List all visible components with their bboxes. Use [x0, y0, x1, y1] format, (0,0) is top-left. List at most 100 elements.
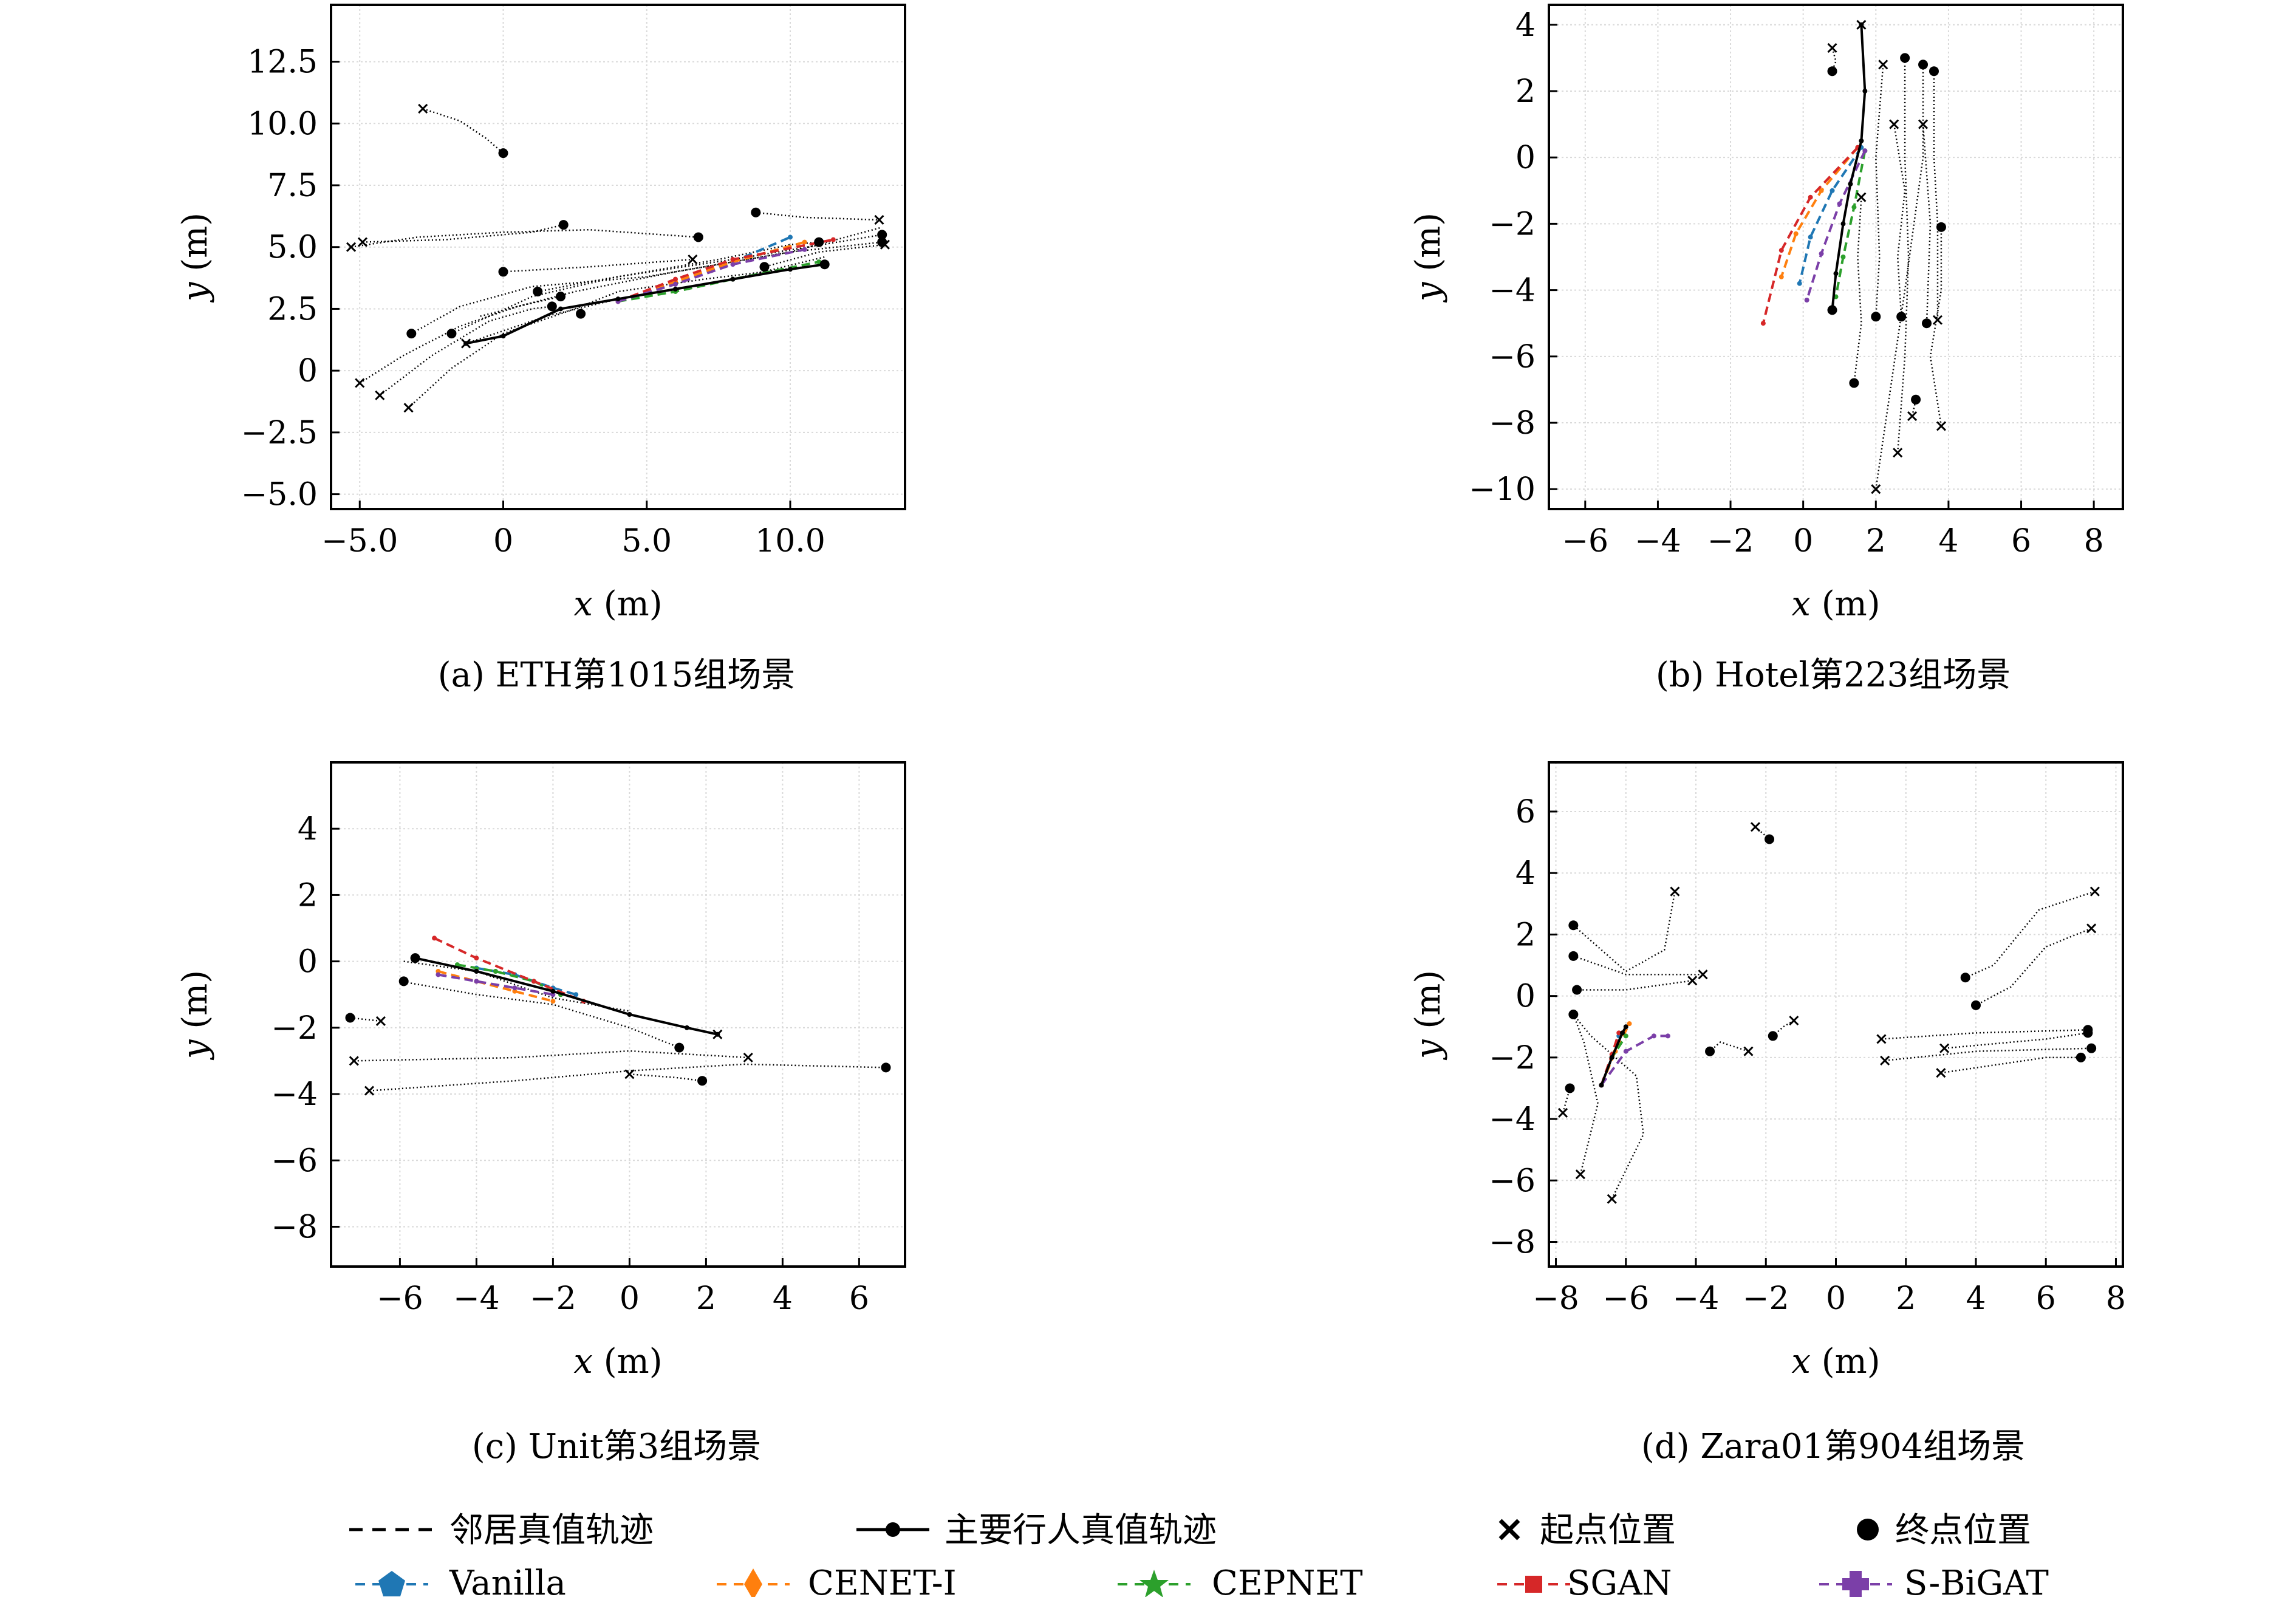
y-tick-label: 5.0 [267, 230, 318, 266]
prediction-point [1651, 1033, 1656, 1039]
pentagon-icon [378, 1571, 405, 1596]
start-marker [461, 338, 471, 349]
neighbor-trajectory [1562, 1088, 1571, 1113]
start-marker [1936, 421, 1947, 431]
prediction-point [1778, 274, 1784, 279]
end-marker [1768, 1031, 1778, 1041]
y-tick-label: −10 [1469, 471, 1536, 508]
y-tick-label: 0 [298, 944, 318, 980]
x-axis-label: x (m) [573, 584, 662, 624]
neighbor-trajectory [1893, 124, 1906, 317]
legend-label: CEPNET [1212, 1564, 1363, 1597]
y-tick-label: −6 [271, 1143, 318, 1179]
y-tick-label: −8 [1489, 405, 1536, 442]
y-tick-label: 6 [1515, 794, 1536, 830]
neighbor-trajectory [1911, 399, 1917, 417]
start-marker [1750, 822, 1761, 832]
end-marker [1970, 1000, 1981, 1010]
end-marker [1960, 973, 1970, 983]
x-tick-label: 0 [620, 1281, 640, 1317]
x-tick-label: −2 [530, 1281, 576, 1317]
plot-area [1760, 19, 1947, 494]
prediction-point [1793, 231, 1799, 236]
prediction-point [1819, 188, 1824, 193]
end-marker [1565, 1083, 1575, 1093]
y-tick-label: −2.5 [241, 415, 318, 451]
start-marker [1789, 1016, 1799, 1026]
end-marker [1568, 1010, 1579, 1019]
neighbor-trajectory [1975, 928, 2092, 1006]
legend-item-start: 起点位置 [1498, 1511, 1676, 1550]
end-marker [819, 259, 830, 270]
neighbor-trajectory [1831, 47, 1837, 72]
start-marker [624, 1069, 635, 1079]
legend-item-s-bigat: S-BiGAT [1819, 1564, 2049, 1597]
x-tick-label: −4 [453, 1281, 500, 1317]
x-tick-label: 0 [493, 523, 513, 559]
start-marker [2086, 923, 2097, 934]
start-marker [1698, 969, 1708, 980]
start-marker [349, 1056, 359, 1066]
neighbor-trajectory [1573, 1014, 1644, 1200]
end-marker [1568, 951, 1579, 961]
neighbor-trajectory [1772, 1020, 1795, 1037]
diamond-icon [744, 1568, 762, 1597]
neighbor-trajectory [1922, 124, 1932, 324]
x-tick-label: 6 [2011, 523, 2031, 559]
x-tick-label: 2 [1866, 523, 1886, 559]
x-tick-label: 2 [1896, 1281, 1916, 1317]
plot-area [345, 935, 891, 1096]
y-tick-label: 0 [1515, 979, 1536, 1015]
start-marker [1607, 1194, 1617, 1204]
end-marker [1922, 318, 1932, 329]
primary-point [1859, 138, 1864, 143]
prediction-point [573, 992, 579, 997]
prediction-point [1840, 255, 1846, 259]
neighbor-trajectory [764, 244, 886, 268]
primary-point [673, 286, 678, 292]
caption-a: (a) ETH第1015组场景 [438, 655, 795, 695]
y-tick-label: −4 [271, 1076, 318, 1113]
y-axis-label: y (m) [176, 970, 215, 1061]
primary-trajectory [465, 263, 825, 345]
prediction-point [1797, 281, 1802, 286]
start-marker [418, 103, 428, 114]
chart-panel-a: −5.0 0 5.0 10.0 −5.0 −2.5 0 2.5 5.0 7.5 10.0 12.5 x … [176, 4, 906, 624]
y-tick-label: 7.5 [267, 168, 318, 204]
legend-item-cepnet: CEPNET [1118, 1564, 1363, 1597]
legend-item-end: 终点位置 [1857, 1511, 2031, 1550]
end-marker [1849, 378, 1859, 388]
primary-point [558, 306, 563, 312]
prediction-point [802, 247, 807, 252]
x-tick-label: 4 [1938, 523, 1958, 559]
y-axis-label: y (m) [176, 213, 215, 303]
plot-area [1557, 822, 2100, 1204]
legend-label: SGAN [1567, 1564, 1672, 1597]
end-marker [1827, 305, 1837, 315]
y-tick-label: 12.5 [247, 44, 318, 81]
x-tick-label: 4 [1966, 1281, 1986, 1317]
y-tick-label: 2 [1515, 74, 1536, 110]
prediction-cepnet [1834, 150, 1867, 297]
prediction-cepnet [457, 963, 561, 996]
y-tick-label: 4 [298, 811, 318, 847]
end-marker [406, 329, 417, 339]
end-marker [1918, 60, 1929, 70]
primary-point [1840, 221, 1846, 227]
start-marker [403, 403, 414, 413]
primary-point [1599, 1082, 1604, 1088]
primary-point [615, 296, 621, 302]
chart-panel-c: −6 −4 −2 0 2 4 6 −8 −6 −4 −2 0 2 4 x (m) y (m) [176, 761, 906, 1381]
prediction-point [531, 979, 536, 984]
end-marker [1900, 53, 1910, 63]
grid [331, 5, 905, 509]
end-marker [881, 1062, 891, 1073]
start-marker [1893, 448, 1903, 458]
primary-point [550, 988, 556, 994]
end-marker [674, 1042, 685, 1053]
end-marker [2083, 1028, 2093, 1038]
y-tick-label: 2.5 [267, 291, 318, 327]
end-marker [751, 207, 761, 217]
prediction-point [1837, 201, 1842, 207]
